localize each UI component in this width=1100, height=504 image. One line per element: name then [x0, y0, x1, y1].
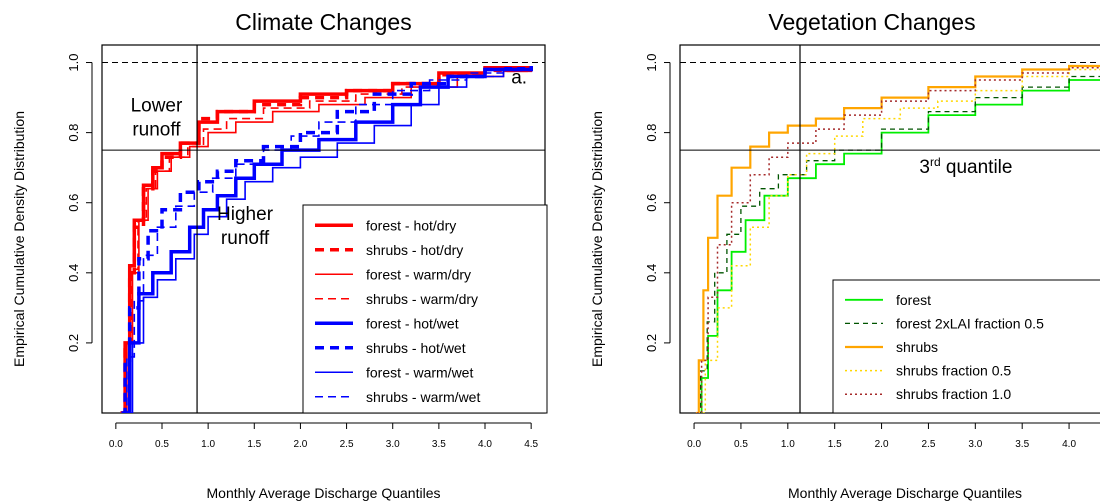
- chart-1-series-line: [695, 64, 1100, 413]
- chart-0-legend-label: forest - hot/wet: [366, 315, 459, 331]
- chart-0-x-tick-label: 1.5: [247, 439, 261, 450]
- chart-1-y-tick-label: 0.4: [644, 264, 659, 282]
- chart-0-y-tick-label: 0.6: [66, 194, 81, 212]
- chart-0-series-line: [123, 66, 533, 413]
- chart-0-legend-label: shrubs - warm/wet: [366, 389, 480, 405]
- chart-0-x-tick-label: 3.5: [432, 439, 446, 450]
- chart-0-x-tick-label: 2.5: [340, 439, 354, 450]
- chart-0-y-tick-label: 0.4: [66, 264, 81, 282]
- chart-1-x-tick-label: 1.0: [781, 439, 795, 450]
- chart-1-y-axis-label: Empirical Cumulative Density Distributio…: [589, 111, 605, 367]
- chart-1-legend-label: forest 2xLAI fraction 0.5: [896, 315, 1044, 331]
- chart-0-title: Climate Changes: [235, 9, 411, 35]
- chart-1-legend-label: forest: [896, 292, 931, 308]
- chart-0-y-tick-label: 1.0: [66, 53, 81, 71]
- chart-1-series-line: [697, 68, 1100, 413]
- chart-1-y-tick-label: 0.2: [644, 334, 659, 352]
- chart-0-x-tick-label: 0.0: [109, 439, 123, 450]
- chart-0-x-tick-label: 4.0: [478, 439, 492, 450]
- chart-1-x-tick-label: 0.0: [687, 439, 701, 450]
- chart-1-series-line: [696, 67, 1100, 413]
- chart-0-x-axis-label: Monthly Average Discharge Quantiles: [207, 485, 441, 501]
- chart-0-series-line: [123, 66, 532, 413]
- chart-0-series-line: [121, 66, 533, 413]
- chart-0-legend-label: shrubs - warm/dry: [366, 291, 478, 307]
- chart-1-y-tick-label: 0.6: [644, 194, 659, 212]
- chart-0-legend-label: shrubs - hot/wet: [366, 340, 466, 356]
- chart-1-title: Vegetation Changes: [768, 9, 975, 35]
- chart-0-y-tick-label: 0.2: [66, 334, 81, 352]
- chart-1-legend-label: shrubs fraction 0.5: [896, 363, 1011, 379]
- chart-1-legend-label: shrubs fraction 1.0: [896, 386, 1011, 402]
- panel-vegetation-changes: Vegetation Changes Empirical Cumulative D…: [589, 9, 1100, 501]
- chart-1-x-axis-label: Monthly Average Discharge Quantiles: [788, 485, 1022, 501]
- chart-0-legend-label: forest - warm/dry: [366, 266, 471, 282]
- chart-0-annotation: Higher: [217, 204, 274, 225]
- chart-0-annotation: a.: [511, 68, 527, 89]
- chart-0-annotation: runoff: [221, 228, 270, 249]
- chart-1-x-tick-label: 2.0: [875, 439, 889, 450]
- chart-1-x-tick-label: 2.5: [921, 439, 935, 450]
- chart-0-x-tick-label: 1.0: [201, 439, 215, 450]
- chart-0-annotation: runoff: [132, 120, 181, 141]
- chart-1-y-tick-label: 0.8: [644, 124, 659, 142]
- chart-1-series-line: [696, 75, 1100, 413]
- chart-0-y-tick-label: 0.8: [66, 124, 81, 142]
- chart-1-legend-label: shrubs: [896, 339, 938, 355]
- chart-0-x-tick-label: 3.0: [386, 439, 400, 450]
- chart-0-legend-label: shrubs - hot/dry: [366, 242, 463, 258]
- chart-1-x-tick-label: 1.5: [828, 439, 842, 450]
- chart-1-y-tick-label: 1.0: [644, 53, 659, 71]
- chart-0-x-tick-label: 0.5: [155, 439, 169, 450]
- chart-1-annotation: 3rd quantile: [919, 155, 1012, 178]
- chart-0-x-tick-label: 4.5: [524, 439, 538, 450]
- chart-1-x-tick-label: 0.5: [734, 439, 748, 450]
- chart-0-legend-box: [302, 204, 548, 414]
- chart-0-legend-label: forest - warm/wet: [366, 364, 473, 380]
- chart-1-x-tick-label: 4.0: [1062, 439, 1076, 450]
- chart-0-annotation: Lower: [131, 96, 183, 117]
- chart-1-x-tick-label: 3.0: [968, 439, 982, 450]
- chart-0-series-line: [121, 66, 532, 413]
- chart-0-y-axis-label: Empirical Cumulative Density Distributio…: [11, 111, 27, 367]
- chart-0-legend-label: forest - hot/dry: [366, 217, 456, 233]
- chart-1-x-tick-label: 3.5: [1015, 439, 1029, 450]
- panel-climate-changes: Climate Changes Empirical Cumulative Dens…: [11, 9, 548, 501]
- chart-0-x-tick-label: 2.0: [293, 439, 307, 450]
